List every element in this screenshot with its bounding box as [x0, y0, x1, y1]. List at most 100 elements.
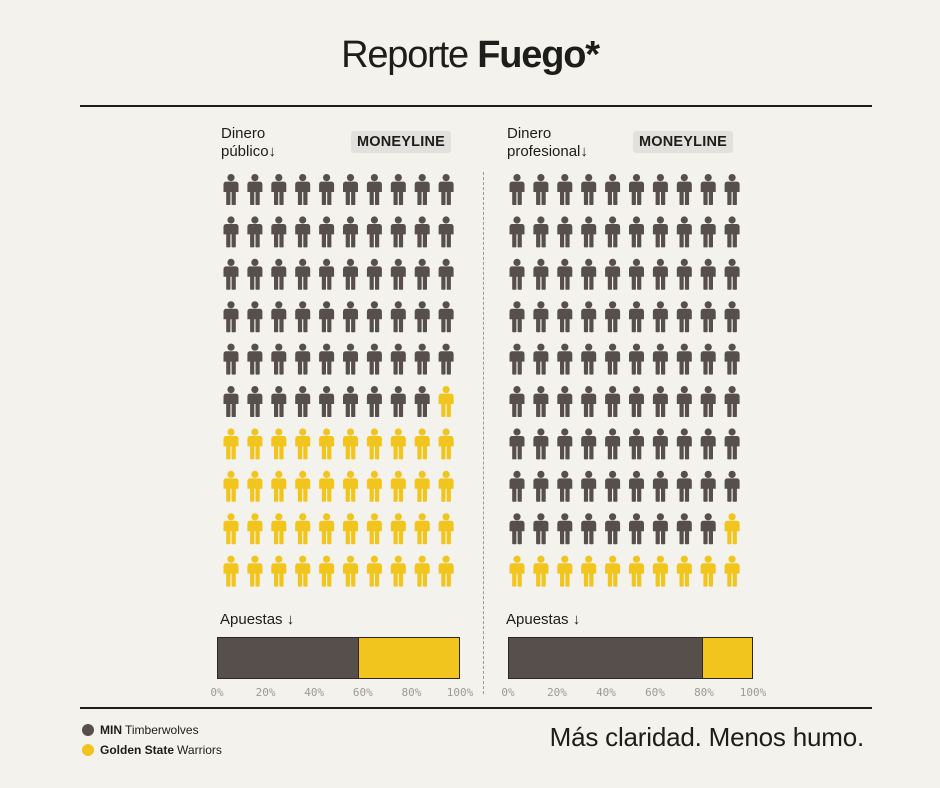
person-icon-min [605, 428, 621, 460]
person-icon-min [652, 174, 668, 205]
person-icon-min [319, 386, 335, 417]
person-icon-min [533, 386, 549, 417]
person-icon-min [629, 470, 644, 502]
person-icon-min [652, 216, 668, 248]
person-icon-min [629, 216, 644, 248]
person-icon-gsw [295, 470, 311, 502]
person-icon-gsw [366, 513, 382, 545]
person-icon-min [629, 301, 644, 333]
moneyline-badge: MONEYLINE [351, 131, 451, 153]
panel-pro-money: Dinero profesional↓ MONEYLINE Apuestas ↓… [496, 120, 766, 700]
axis-tick-label: 60% [352, 686, 373, 699]
legend-name: Warriors [177, 743, 222, 757]
person-icon-min [652, 386, 668, 417]
person-icon-min [319, 174, 335, 205]
person-icon-min [295, 386, 311, 417]
person-icon-min [652, 513, 668, 545]
person-icon-min [247, 301, 263, 333]
person-icon-gsw [319, 513, 335, 545]
person-icon-min [605, 343, 621, 375]
person-icon-gsw [295, 513, 311, 545]
person-icon-min [414, 174, 430, 205]
person-icon-gsw [223, 555, 239, 587]
person-icon-min [581, 428, 597, 460]
person-icon-min [724, 216, 740, 248]
person-icon-min [509, 428, 525, 460]
person-icon-min [319, 216, 335, 248]
person-icon-gsw [438, 470, 454, 502]
person-icon-gsw [271, 555, 287, 587]
person-icon-min [271, 258, 287, 290]
person-icon-gsw [343, 470, 358, 502]
person-icon-gsw [271, 470, 287, 502]
person-icon-min [581, 258, 597, 290]
person-icon-gsw [438, 386, 454, 417]
person-icon-min [557, 174, 573, 205]
person-icon-min [605, 301, 621, 333]
person-icon-min [509, 343, 525, 375]
axis-tick-label: 100% [739, 686, 767, 699]
person-icon-gsw [700, 555, 716, 587]
person-icon-min [390, 216, 406, 248]
person-icon-min [629, 258, 644, 290]
person-icon-min [581, 174, 597, 205]
panel-label-line1: Dinero [221, 125, 266, 142]
person-icon-min [509, 174, 525, 205]
person-icon-min [271, 301, 287, 333]
axis-tick-label: 0% [210, 686, 224, 699]
person-icon-gsw [390, 470, 406, 502]
person-icon-min [533, 301, 549, 333]
person-icon-gsw [319, 470, 335, 502]
person-icon-min [247, 216, 263, 248]
legend-item-gsw: Golden State Warriors [82, 740, 222, 760]
person-icon-gsw [247, 513, 263, 545]
person-icon-gsw [438, 513, 454, 545]
person-icon-min [676, 174, 692, 205]
person-icon-min [533, 428, 549, 460]
person-icon-gsw [605, 555, 621, 587]
person-icon-min [700, 513, 716, 545]
person-icon-min [676, 428, 692, 460]
person-icon-min [581, 216, 597, 248]
axis-tick-label: 40% [596, 686, 616, 699]
person-icon-min [533, 513, 549, 545]
person-icon-min [390, 174, 406, 205]
person-icon-gsw [247, 470, 263, 502]
person-icon-gsw [295, 428, 311, 460]
person-icon-min [629, 174, 644, 205]
person-icon-min [366, 174, 382, 205]
person-icon-gsw [343, 428, 358, 460]
person-icon-gsw [366, 428, 382, 460]
person-icon-min [223, 301, 239, 333]
legend: MIN Timberwolves Golden State Warriors [82, 720, 222, 760]
person-icon-min [652, 301, 668, 333]
person-icon-min [343, 258, 358, 290]
person-icon-min [581, 513, 597, 545]
person-icon-min [557, 513, 573, 545]
person-icon-min [247, 386, 263, 417]
person-icon-min [390, 343, 406, 375]
person-icon-min [700, 343, 716, 375]
person-icon-min [652, 343, 668, 375]
person-icon-min [319, 301, 335, 333]
person-icon-min [438, 216, 454, 248]
person-icon-min [247, 258, 263, 290]
person-icon-min [414, 343, 430, 375]
person-icon-min [700, 258, 716, 290]
legend-item-min: MIN Timberwolves [82, 720, 222, 740]
person-icon-min [557, 470, 573, 502]
person-icon-min [700, 301, 716, 333]
person-icon-min [271, 386, 287, 417]
person-icon-min [366, 258, 382, 290]
person-icon-min [509, 216, 525, 248]
person-icon-gsw [390, 555, 406, 587]
tagline: Más claridad. Menos humo. [549, 722, 865, 752]
person-icon-min [390, 258, 406, 290]
person-icon-min [700, 216, 716, 248]
person-icon-min [676, 301, 692, 333]
person-icon-min [581, 301, 597, 333]
person-icon-min [724, 386, 740, 417]
bets-bar [217, 637, 460, 679]
person-icon-min [605, 513, 621, 545]
person-icon-min [509, 513, 525, 545]
